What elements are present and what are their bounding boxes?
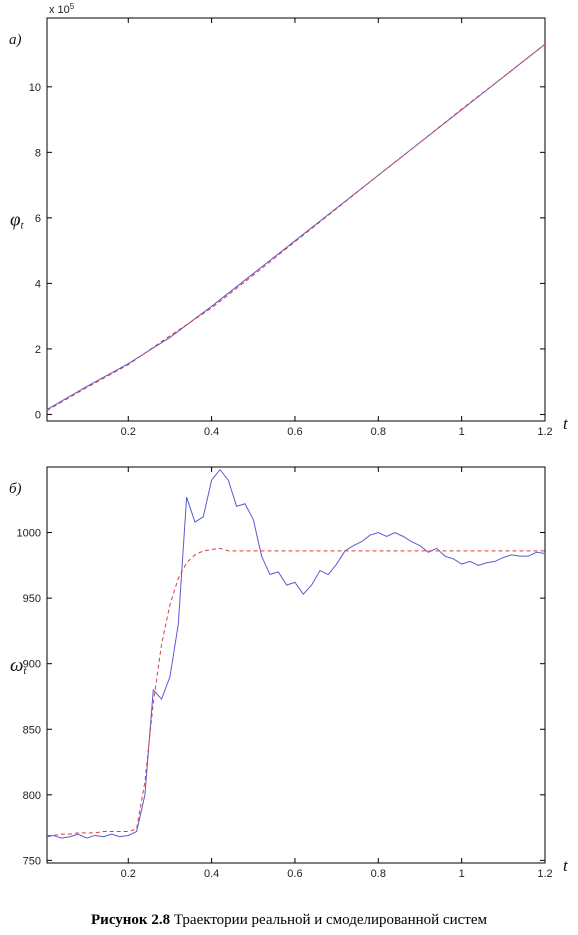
y-axis-label: ωt — [10, 655, 27, 677]
y-tick-label: 900 — [23, 659, 41, 671]
y-tick-label: 8 — [35, 147, 41, 159]
caption-text: Траектории реальной и смоделированной си… — [174, 912, 488, 928]
x-tick-label: 0.2 — [121, 868, 136, 880]
y-tick-label: 750 — [23, 855, 41, 867]
y-tick-label: 10 — [29, 82, 41, 94]
y-axis-label-subscript: t — [23, 665, 27, 677]
x-axis-label: t — [563, 414, 569, 433]
x-tick-label: 1.2 — [537, 868, 552, 880]
y-axis-label-main: ω — [10, 655, 23, 676]
y-multiplier: x 105 — [49, 2, 75, 16]
y-tick-label: 850 — [23, 724, 41, 736]
x-tick-label: 0.6 — [287, 426, 302, 438]
y-tick-label: 800 — [23, 790, 41, 802]
x-tick-label: 1 — [459, 426, 465, 438]
y-axis-label-main: φ — [10, 210, 21, 231]
x-axis-label: t — [563, 856, 569, 875]
x-tick-label: 0.4 — [204, 868, 219, 880]
y-tick-label: 950 — [23, 593, 41, 605]
y-tick-label: 0 — [35, 409, 41, 421]
plot-area — [46, 17, 546, 422]
y-tick-label: 1000 — [17, 528, 41, 540]
x-tick-label: 0.8 — [371, 426, 386, 438]
x-tick-label: 0.4 — [204, 426, 219, 438]
y-tick-label: 6 — [35, 213, 41, 225]
series-line — [46, 468, 546, 839]
x-tick-label: 1.2 — [537, 426, 552, 438]
x-tick-label: 0.6 — [287, 868, 302, 880]
y-multiplier-exponent: 5 — [70, 2, 75, 11]
plot-area — [46, 466, 546, 864]
y-tick-label: 2 — [35, 344, 41, 356]
caption-bold: Рисунок 2.8 — [91, 912, 170, 928]
y-tick-label: 4 — [35, 278, 41, 290]
panel-label: а) — [9, 32, 22, 48]
panel-label: б) — [9, 481, 22, 497]
series-line — [46, 43, 546, 410]
x-tick-label: 0.8 — [371, 868, 386, 880]
x-tick-label: 1 — [459, 868, 465, 880]
y-multiplier-base: x 10 — [49, 4, 70, 16]
x-tick-label: 0.2 — [121, 426, 136, 438]
caption: Рисунок 2.8 Траектории реальной и смодел… — [91, 912, 487, 928]
y-axis-label-subscript: t — [21, 220, 25, 232]
series-line — [46, 43, 546, 411]
y-axis-label: φt — [10, 210, 25, 232]
